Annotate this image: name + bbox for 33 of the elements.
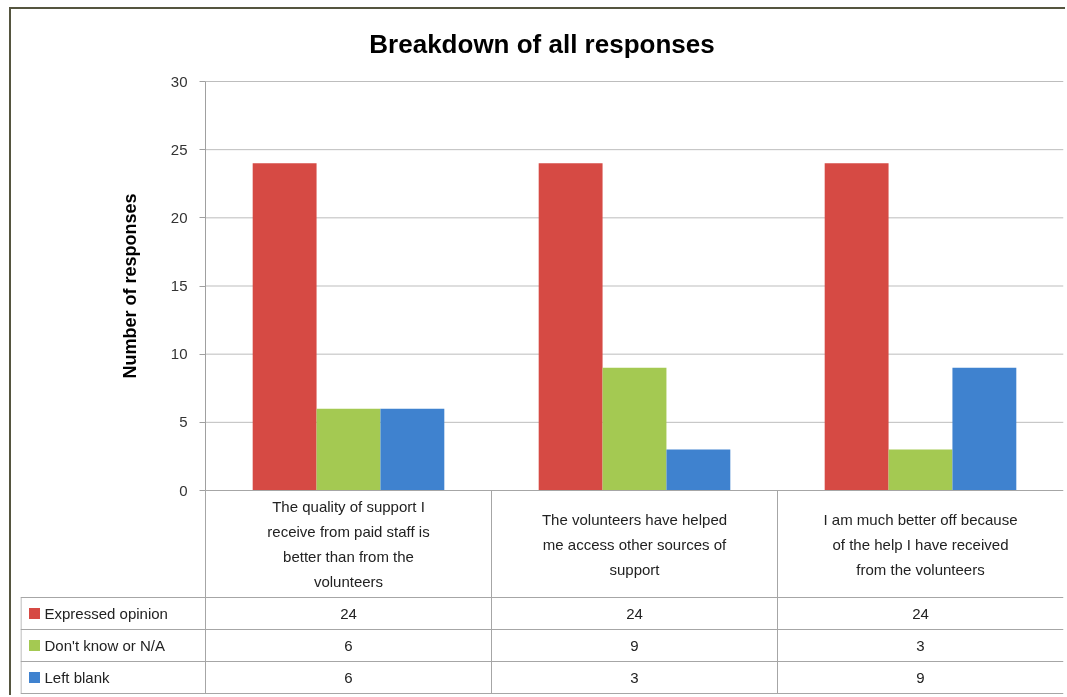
data-label: 9: [630, 636, 639, 654]
data-label: 6: [344, 668, 353, 686]
data-label: 6: [344, 636, 353, 654]
legend-label: Expressed opinion: [44, 605, 168, 622]
bar: [952, 367, 1017, 491]
y-tick-label: 15: [170, 277, 188, 294]
bar: [380, 408, 445, 491]
bar: [824, 163, 889, 491]
y-tick-label: 5: [179, 413, 188, 431]
data-label: 3: [630, 668, 639, 686]
bar: [888, 449, 953, 491]
bar: [252, 163, 317, 491]
y-tick-label: 10: [170, 345, 188, 363]
bar: [316, 408, 381, 491]
y-tick-label: 30: [170, 72, 188, 90]
data-label: 9: [916, 668, 925, 686]
x-tick-label: The quality of support I receive from paid staff is better than from the volunteers: [267, 498, 430, 590]
y-axis-title: Number of responses: [119, 193, 140, 379]
legend-label: Don't know or N/A: [44, 637, 165, 654]
data-label: 24: [912, 604, 929, 622]
chart-title: Breakdown of all responses: [369, 28, 715, 59]
bar: [666, 449, 731, 491]
y-tick-label: 25: [170, 140, 188, 158]
y-tick-label: 0: [179, 481, 188, 499]
bar: [538, 163, 603, 491]
y-tick-label: 20: [170, 208, 188, 226]
data-label: 3: [916, 636, 925, 654]
legend-label: Left blank: [44, 669, 111, 686]
data-label: 24: [340, 604, 357, 622]
x-tick-label: The volunteers have helped me access other sources of support: [541, 510, 728, 578]
bar: [602, 367, 667, 491]
data-label: 24: [626, 604, 643, 622]
x-tick-label: I am much better off because of the help I have received from the volunteers: [823, 510, 1018, 578]
